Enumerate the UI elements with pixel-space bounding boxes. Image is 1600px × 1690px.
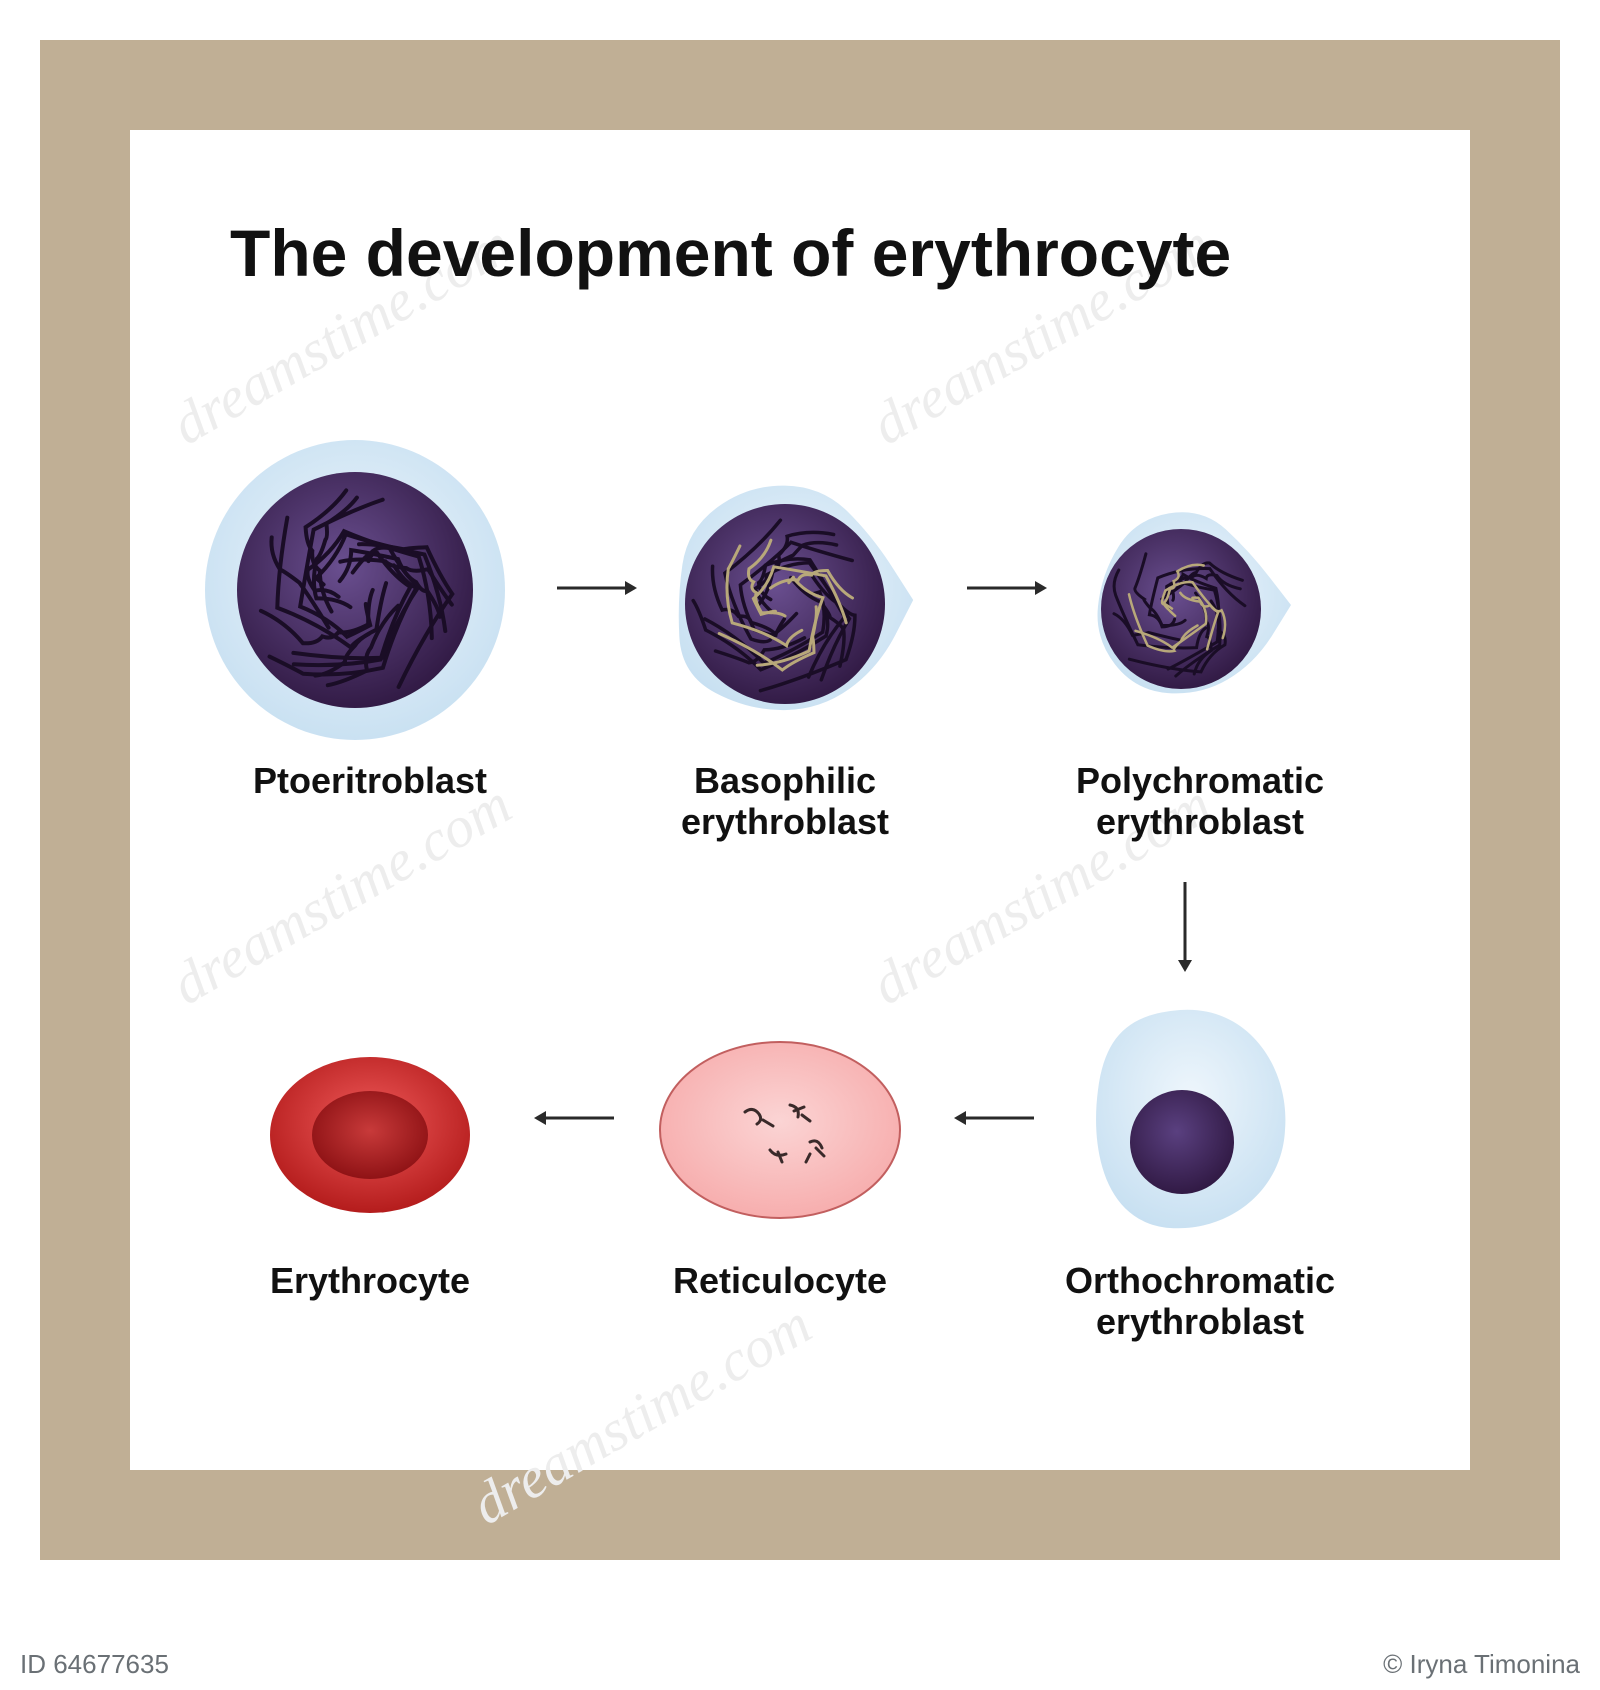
- cell-basophilic-erythroblast: [655, 470, 915, 730]
- arrow-5: [530, 1104, 616, 1132]
- label-proerythroblast: Ptoeritroblast: [220, 760, 520, 801]
- label-reticulocyte: Reticulocyte: [630, 1260, 930, 1301]
- label-orthochromatic: Orthochromaticerythroblast: [1030, 1260, 1370, 1343]
- cell-reticulocyte: [650, 1035, 910, 1225]
- cell-erythrocyte: [260, 1050, 480, 1220]
- credit-text: © Iryna Timonina: [1383, 1649, 1580, 1680]
- cell-orthochromatic-erythroblast: [1080, 1000, 1300, 1240]
- label-polychromatic: Polychromaticerythroblast: [1040, 760, 1360, 843]
- arrow-2: [965, 574, 1051, 602]
- arrow-4: [950, 1104, 1036, 1132]
- label-basophilic: Basophilicerythroblast: [635, 760, 935, 843]
- image-id-text: ID 64677635: [20, 1649, 169, 1680]
- arrow-1: [555, 574, 641, 602]
- cell-polychromatic-erythroblast: [1080, 500, 1290, 710]
- label-erythrocyte: Erythrocyte: [220, 1260, 520, 1301]
- cell-proerythroblast: [195, 430, 515, 750]
- arrow-3: [1171, 880, 1199, 976]
- diagram-title: The development of erythrocyte: [230, 215, 1231, 291]
